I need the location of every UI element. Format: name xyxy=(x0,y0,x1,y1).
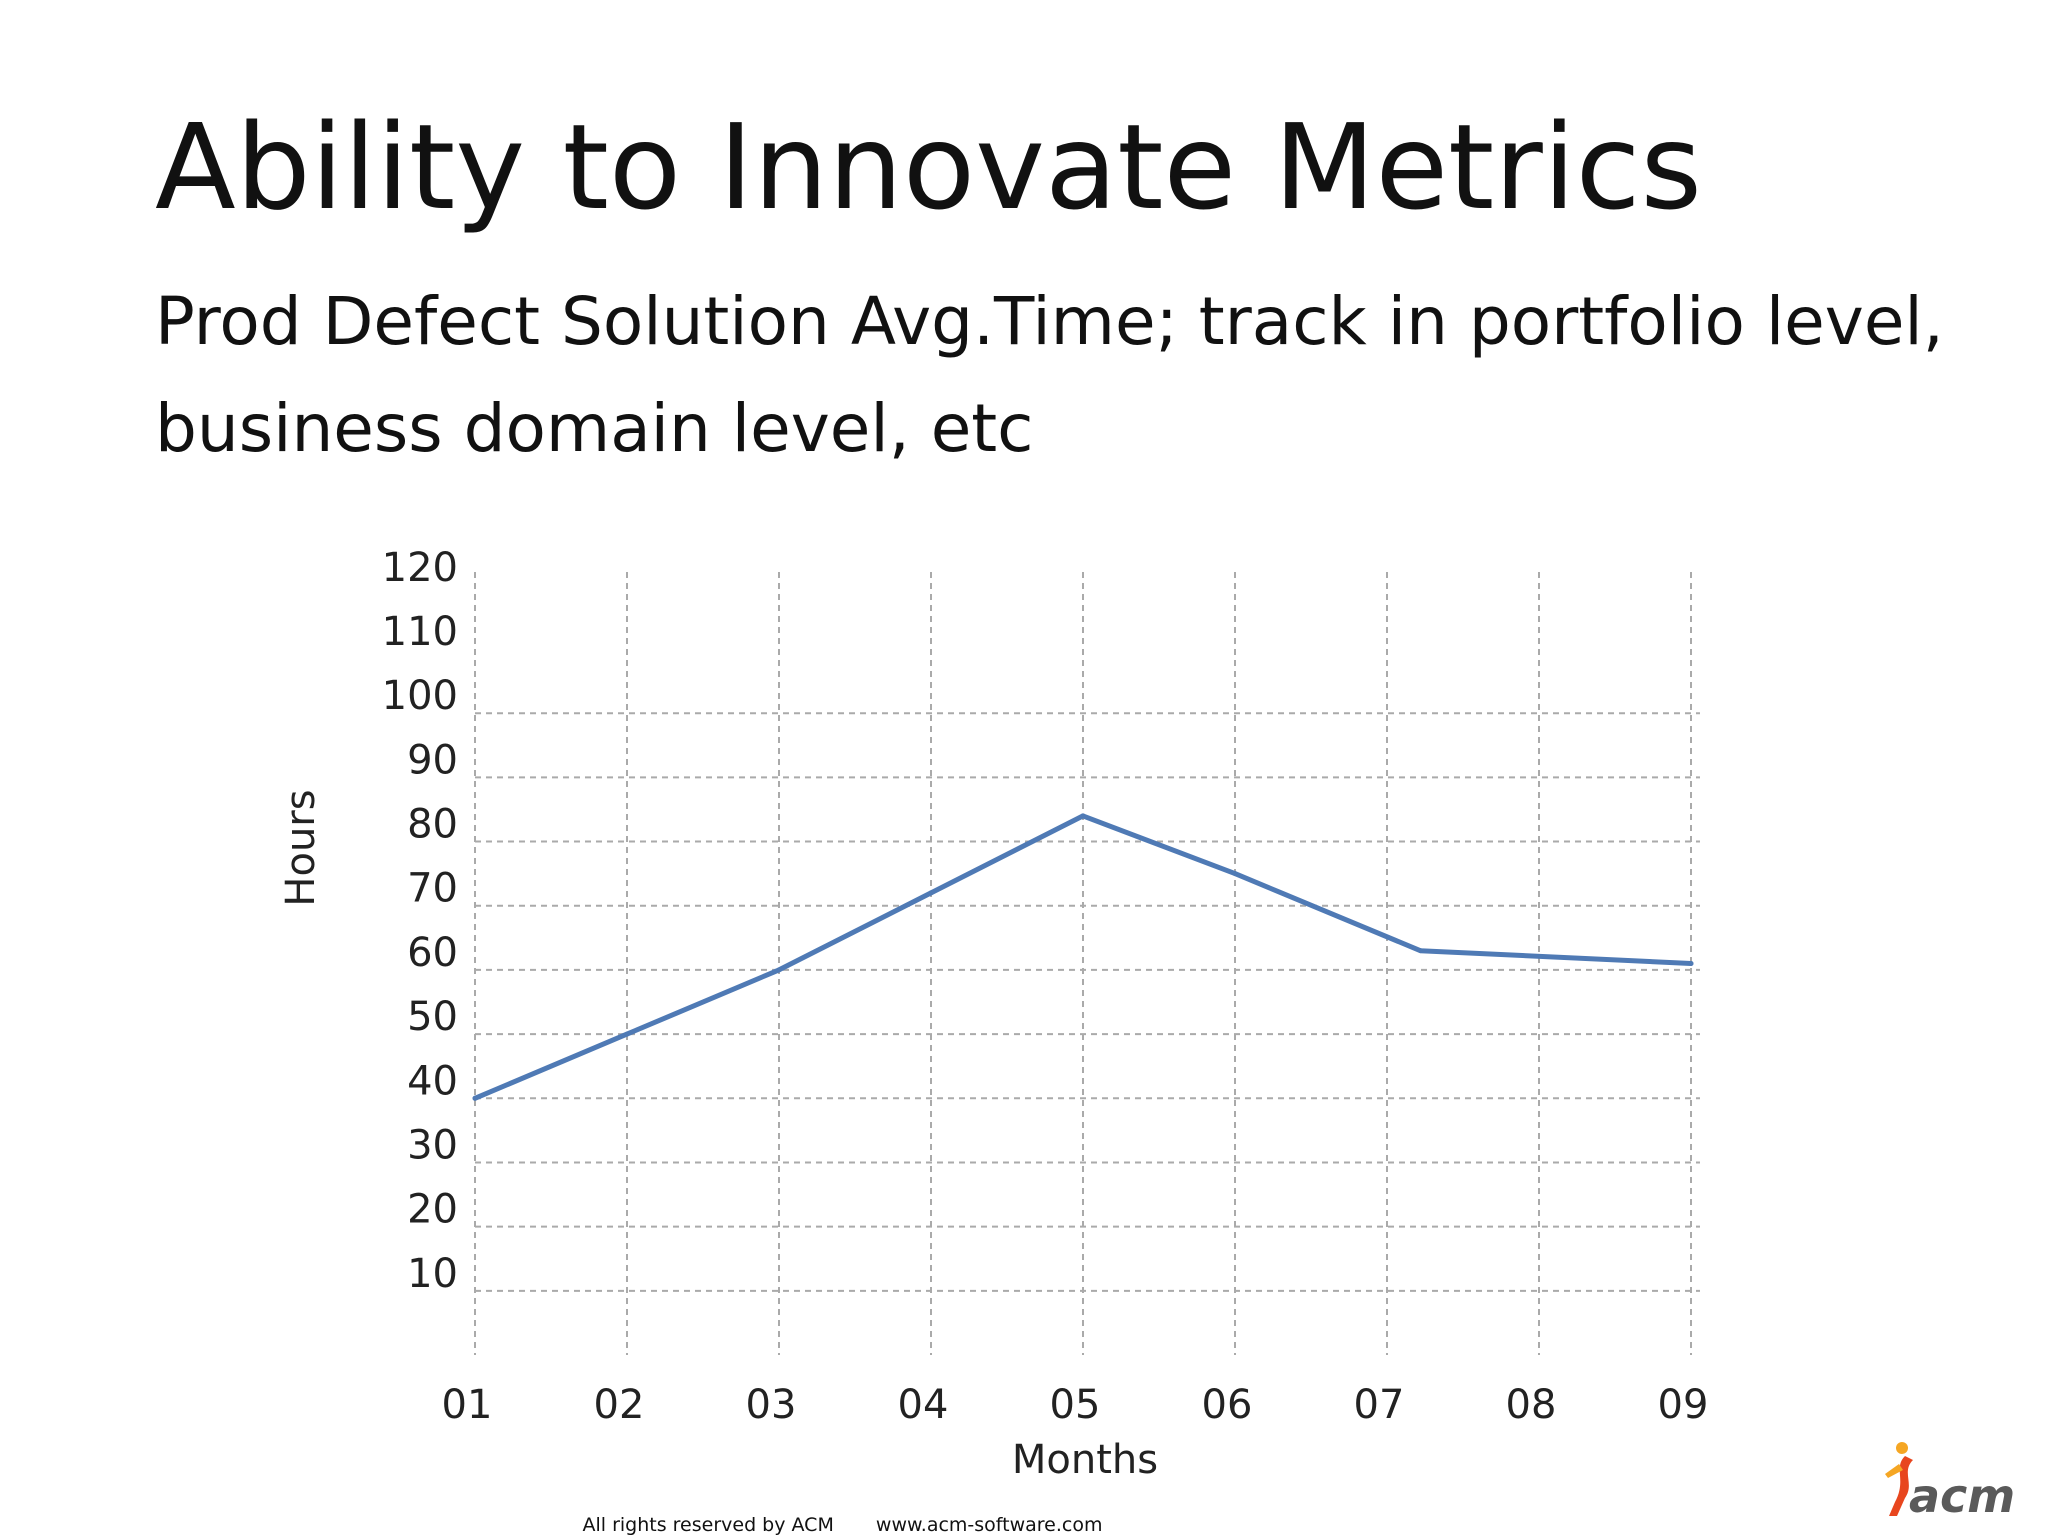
acm-figure-logo-icon xyxy=(1885,1442,1913,1516)
slide-title: Ability to Innovate Metrics xyxy=(155,98,1702,236)
y-axis-label: Hours xyxy=(278,789,324,906)
data-point xyxy=(1232,871,1238,877)
x-tick-label: 03 xyxy=(746,1382,797,1428)
y-axis-ticks: 10 20 30 40 50 60 70 80 90 100 110 120 xyxy=(382,545,458,1297)
logo-figure-arm xyxy=(1885,1464,1903,1478)
y-tick-label: 20 xyxy=(407,1187,458,1233)
x-tick-label: 06 xyxy=(1202,1382,1253,1428)
data-point xyxy=(624,1031,630,1037)
slide-subtitle: Prod Defect Solution Avg.Time; track in … xyxy=(155,283,1944,467)
logo-figure-head xyxy=(1896,1442,1908,1454)
chart-grid xyxy=(474,572,1700,1355)
footer-url[interactable]: www.acm-software.com xyxy=(875,1514,1103,1536)
y-tick-label: 60 xyxy=(407,930,458,976)
chart-series xyxy=(472,813,1694,1101)
data-point xyxy=(472,1095,478,1101)
x-tick-label: 01 xyxy=(442,1382,493,1428)
x-axis-ticks: 01 02 03 04 05 06 07 08 09 xyxy=(442,1382,1709,1428)
y-tick-label: 40 xyxy=(407,1058,458,1104)
logo-wordmark: acm xyxy=(1909,1469,2015,1520)
x-tick-label: 08 xyxy=(1506,1382,1557,1428)
y-tick-label: 120 xyxy=(382,545,458,591)
y-tick-label: 70 xyxy=(407,866,458,912)
logo-figure-body xyxy=(1889,1456,1913,1516)
x-axis-label: Months xyxy=(1012,1437,1158,1483)
footer-rights: All rights reserved by ACM xyxy=(582,1514,834,1536)
footer: All rights reserved by ACM www.acm-softw… xyxy=(0,1514,1685,1536)
x-tick-label: 04 xyxy=(898,1382,949,1428)
y-tick-label: 30 xyxy=(407,1122,458,1168)
y-tick-label: 90 xyxy=(407,737,458,783)
y-tick-label: 110 xyxy=(382,609,458,655)
series-line xyxy=(472,813,1694,1101)
x-tick-label: 05 xyxy=(1050,1382,1101,1428)
x-tick-label: 02 xyxy=(594,1382,645,1428)
y-tick-label: 100 xyxy=(382,673,458,719)
data-point xyxy=(776,967,782,973)
data-point xyxy=(1688,961,1694,966)
y-tick-label: 80 xyxy=(407,802,458,848)
x-tick-label: 09 xyxy=(1658,1382,1709,1428)
data-point xyxy=(928,890,934,896)
data-point xyxy=(1080,813,1086,819)
y-tick-label: 50 xyxy=(407,994,458,1040)
acm-logo: acm xyxy=(1885,1442,2015,1520)
y-tick-label: 10 xyxy=(407,1251,458,1297)
x-tick-label: 07 xyxy=(1354,1382,1405,1428)
data-point xyxy=(1417,948,1423,954)
